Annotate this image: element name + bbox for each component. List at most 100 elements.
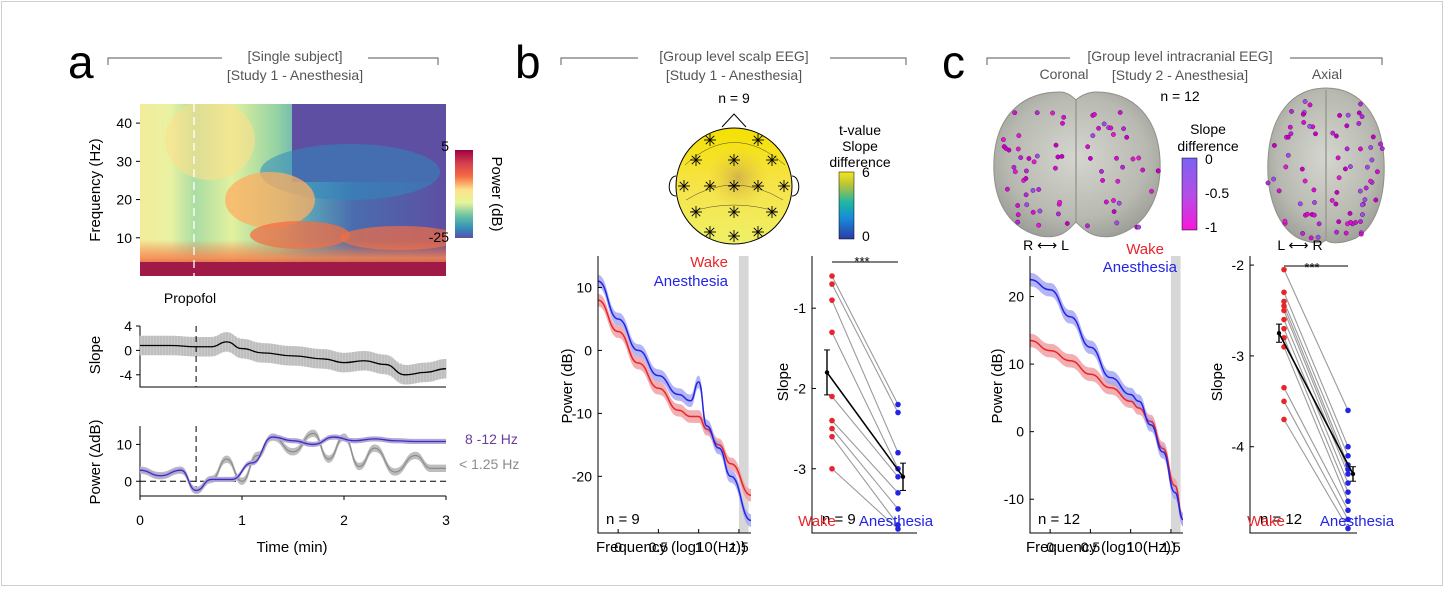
slope-b-wake-point: [829, 329, 835, 336]
axial-label: Axial: [1312, 66, 1342, 82]
axial-electrode: [1289, 109, 1294, 114]
slope-b-subject-line: [831, 420, 899, 494]
coronal-electrode: [1100, 177, 1106, 183]
coronal-electrode: [1115, 178, 1121, 184]
coronal-electrode: [1036, 222, 1042, 228]
power-ts-ylabel: Power (ΔdB): [87, 419, 104, 504]
slope-c-subject-line: [1283, 269, 1349, 411]
slope-ytick-label: 4: [124, 318, 132, 334]
topo-electrode-star: [679, 181, 689, 191]
axial-electrode: [1356, 110, 1362, 116]
slope-b-anesthesia-point: [895, 449, 901, 456]
slope-ytick-label: -4: [120, 367, 133, 383]
slope-c-wake-point: [1281, 298, 1287, 305]
axial-electrode: [1287, 124, 1293, 130]
coronal-electrode: [1005, 186, 1010, 192]
axial-electrode: [1288, 131, 1294, 137]
topo-cb-bottom: 0: [862, 228, 870, 244]
spectrogram-ylabel: Frequency (Hz): [87, 138, 104, 241]
topo-electrode-star: [767, 155, 777, 165]
coronal-electrode: [1050, 110, 1056, 116]
slope-c-subject-line: [1283, 305, 1349, 466]
psd-c-wake-band: [1030, 333, 1183, 527]
ieeg-cb-tick-1: -0.5: [1205, 185, 1229, 201]
slope-c-anesthesia-point: [1345, 489, 1351, 495]
coronal-electrode: [1124, 134, 1130, 140]
coronal-electrode: [1111, 132, 1116, 137]
psd-b-ytick-label: 10: [576, 279, 592, 295]
psd-b-xtick-label: 0.5: [649, 539, 669, 555]
spectrogram-ytick-label: 40: [116, 115, 132, 131]
psd-c-anesthesia-line: [1029, 278, 1184, 521]
axial-electrode: [1305, 211, 1310, 217]
slope-c-anesthesia-point: [1345, 407, 1351, 414]
coronal-electrode: [1053, 142, 1059, 148]
psd-c-excluded-band: [1170, 256, 1181, 533]
slope-c-anesthesia-point: [1345, 525, 1351, 532]
axial-electrode: [1300, 111, 1306, 117]
axial-electrode: [1307, 123, 1313, 129]
coronal-electrode: [1024, 168, 1029, 174]
slope-c-anesthesia-point: [1345, 480, 1351, 486]
axial-electrode: [1360, 212, 1365, 218]
power-ytick-label: 10: [116, 436, 132, 452]
ieeg-cb-tick-0: 0: [1205, 151, 1213, 167]
coronal-electrode: [1055, 154, 1061, 160]
slope-mean-line: [140, 341, 447, 376]
psd-b-legend-anesthesia: Anesthesia: [654, 273, 729, 290]
slope-c-xtick-wake: Wake: [1247, 513, 1285, 530]
slope-c-wake-point: [1281, 303, 1287, 309]
coronal-label: Coronal: [1039, 66, 1088, 82]
panel-b-header-1: [Group level scalp EEG]: [659, 48, 808, 64]
axial-electrode: [1347, 210, 1353, 216]
topo-electrodes: [678, 134, 790, 242]
slope-c-mean-line: [1278, 332, 1354, 475]
panel-c-header-2: [Study 2 - Anesthesia]: [1112, 67, 1248, 83]
axial-electrode: [1311, 187, 1317, 193]
topo-n-label: n = 9: [718, 90, 750, 106]
axial-electrode: [1343, 230, 1349, 236]
panel-a-header-mask: [222, 48, 368, 64]
slope-c-sig: ***: [1304, 260, 1319, 275]
axial-electrode: [1300, 230, 1306, 236]
axial-electrode: [1336, 175, 1342, 181]
axial-electrode: [1359, 202, 1365, 208]
legend-alpha-label: 8 -12 Hz: [465, 431, 518, 447]
slope-b-anesthesia-point: [895, 401, 901, 408]
psd-b-ytick-label: -10: [572, 405, 592, 421]
axial-electrode: [1358, 101, 1363, 107]
topo-cb-top: 6: [862, 164, 870, 180]
psd-c-xtick-label: 1.5: [1161, 539, 1181, 555]
coronal-electrode: [1001, 137, 1006, 143]
ieeg-cb-title-2: difference: [1177, 138, 1238, 154]
coronal-electrode: [1064, 221, 1070, 226]
spectrogram-yticks: 40 30 20 10: [116, 115, 140, 246]
coronal-brain-render: [993, 91, 1161, 238]
axial-electrode: [1334, 189, 1340, 195]
slope-b-wake-point: [829, 433, 835, 440]
slope-b-wake-point: [829, 297, 835, 303]
spectrogram-ytick-label: 20: [116, 192, 132, 208]
slope-c-subject-line: [1283, 401, 1349, 520]
panel-b-header-mask: [638, 48, 830, 64]
coronal-electrode: [1023, 192, 1029, 198]
axial-electrode: [1307, 102, 1313, 108]
coronal-electrode: [1015, 219, 1021, 225]
spectrogram-cb-top: 5: [441, 138, 449, 154]
slope-c-wake-point: [1281, 325, 1287, 332]
power-xtick-label: 0: [136, 512, 144, 528]
topo-colorbar: [838, 171, 855, 240]
psd-b-legend-wake: Wake: [690, 254, 728, 271]
topo-cb-title-1: t-value: [839, 122, 881, 138]
axial-electrode: [1358, 231, 1364, 237]
slope-c-subject-line: [1283, 319, 1349, 475]
spectrogram-early-band: [165, 104, 255, 180]
power-ts-xlabel: Time (min): [256, 539, 327, 556]
slope-c-mean-point: [1276, 330, 1282, 336]
axial-electrode: [1312, 200, 1317, 205]
coronal-electrode: [1037, 208, 1043, 214]
slope-c-ylabel: Slope: [1209, 363, 1226, 401]
slope-b-anesthesia-point: [895, 409, 901, 416]
psd-b-ylabel: Power (dB): [559, 348, 576, 423]
psd-c-xtick-label: 0.5: [1081, 539, 1101, 555]
